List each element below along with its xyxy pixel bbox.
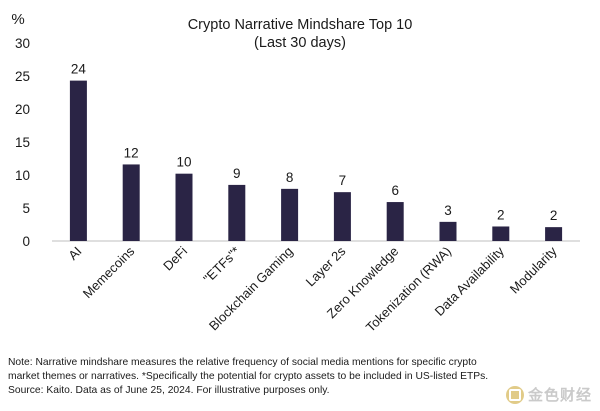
bar [333,192,351,241]
footnote-line-1: Note: Narrative mindshare measures the r… [8,357,477,368]
chart-subtitle: (Last 30 days) [254,35,346,51]
data-label: 7 [339,173,347,188]
y-tick-label: 20 [15,102,30,117]
data-label: 2 [550,208,558,223]
footnote-line-3: Source: Kaito. Data as of June 25, 2024.… [8,385,330,396]
y-tick-label: 0 [22,234,30,249]
y-axis-label: % [11,11,24,28]
bar [69,80,87,242]
data-label: 12 [124,145,139,160]
x-tick-label: Modularity [507,243,560,296]
data-label: 2 [497,207,505,222]
data-label: 10 [176,155,191,170]
y-tick-label: 30 [15,36,30,51]
footnote: Note: Narrative mindshare measures the r… [8,356,592,398]
bar [386,202,404,241]
bar [122,164,140,241]
x-tick-label: Layer 2s [303,243,349,289]
y-tick-label: 10 [15,168,30,183]
bar [492,226,510,241]
watermark: 金色财经 [505,384,592,405]
data-label: 24 [71,62,87,77]
bar [175,173,193,241]
data-label: 6 [391,183,399,198]
coin-logo-icon [505,385,524,404]
watermark-text: 金色财经 [527,386,592,404]
bar [439,221,457,241]
bar [281,188,299,241]
bar [545,227,563,241]
footnote-line-2: market themes or narratives. *Specifical… [8,371,489,382]
x-tick-label: DeFi [160,243,190,273]
y-tick-label: 5 [22,201,30,216]
y-tick-label: 25 [15,69,30,84]
data-labels-group: 24 12 10 9 8 7 6 3 2 2 [71,62,557,224]
bar-chart: Crypto Narrative Mindshare Top 10 (Last … [11,11,580,335]
data-label: 9 [233,166,241,181]
bars-group [69,80,563,242]
chart-title: Crypto Narrative Mindshare Top 10 [188,17,413,33]
x-tick-label: "ETFs"* [200,244,243,287]
x-tick-label: AI [65,244,84,263]
y-axis-ticks: 0 5 10 15 20 25 30 [15,36,30,249]
data-label: 8 [286,170,294,185]
data-label: 3 [444,203,452,218]
bar [228,184,246,241]
x-tick-label: Memecoins [80,243,138,301]
y-tick-label: 15 [15,135,30,150]
